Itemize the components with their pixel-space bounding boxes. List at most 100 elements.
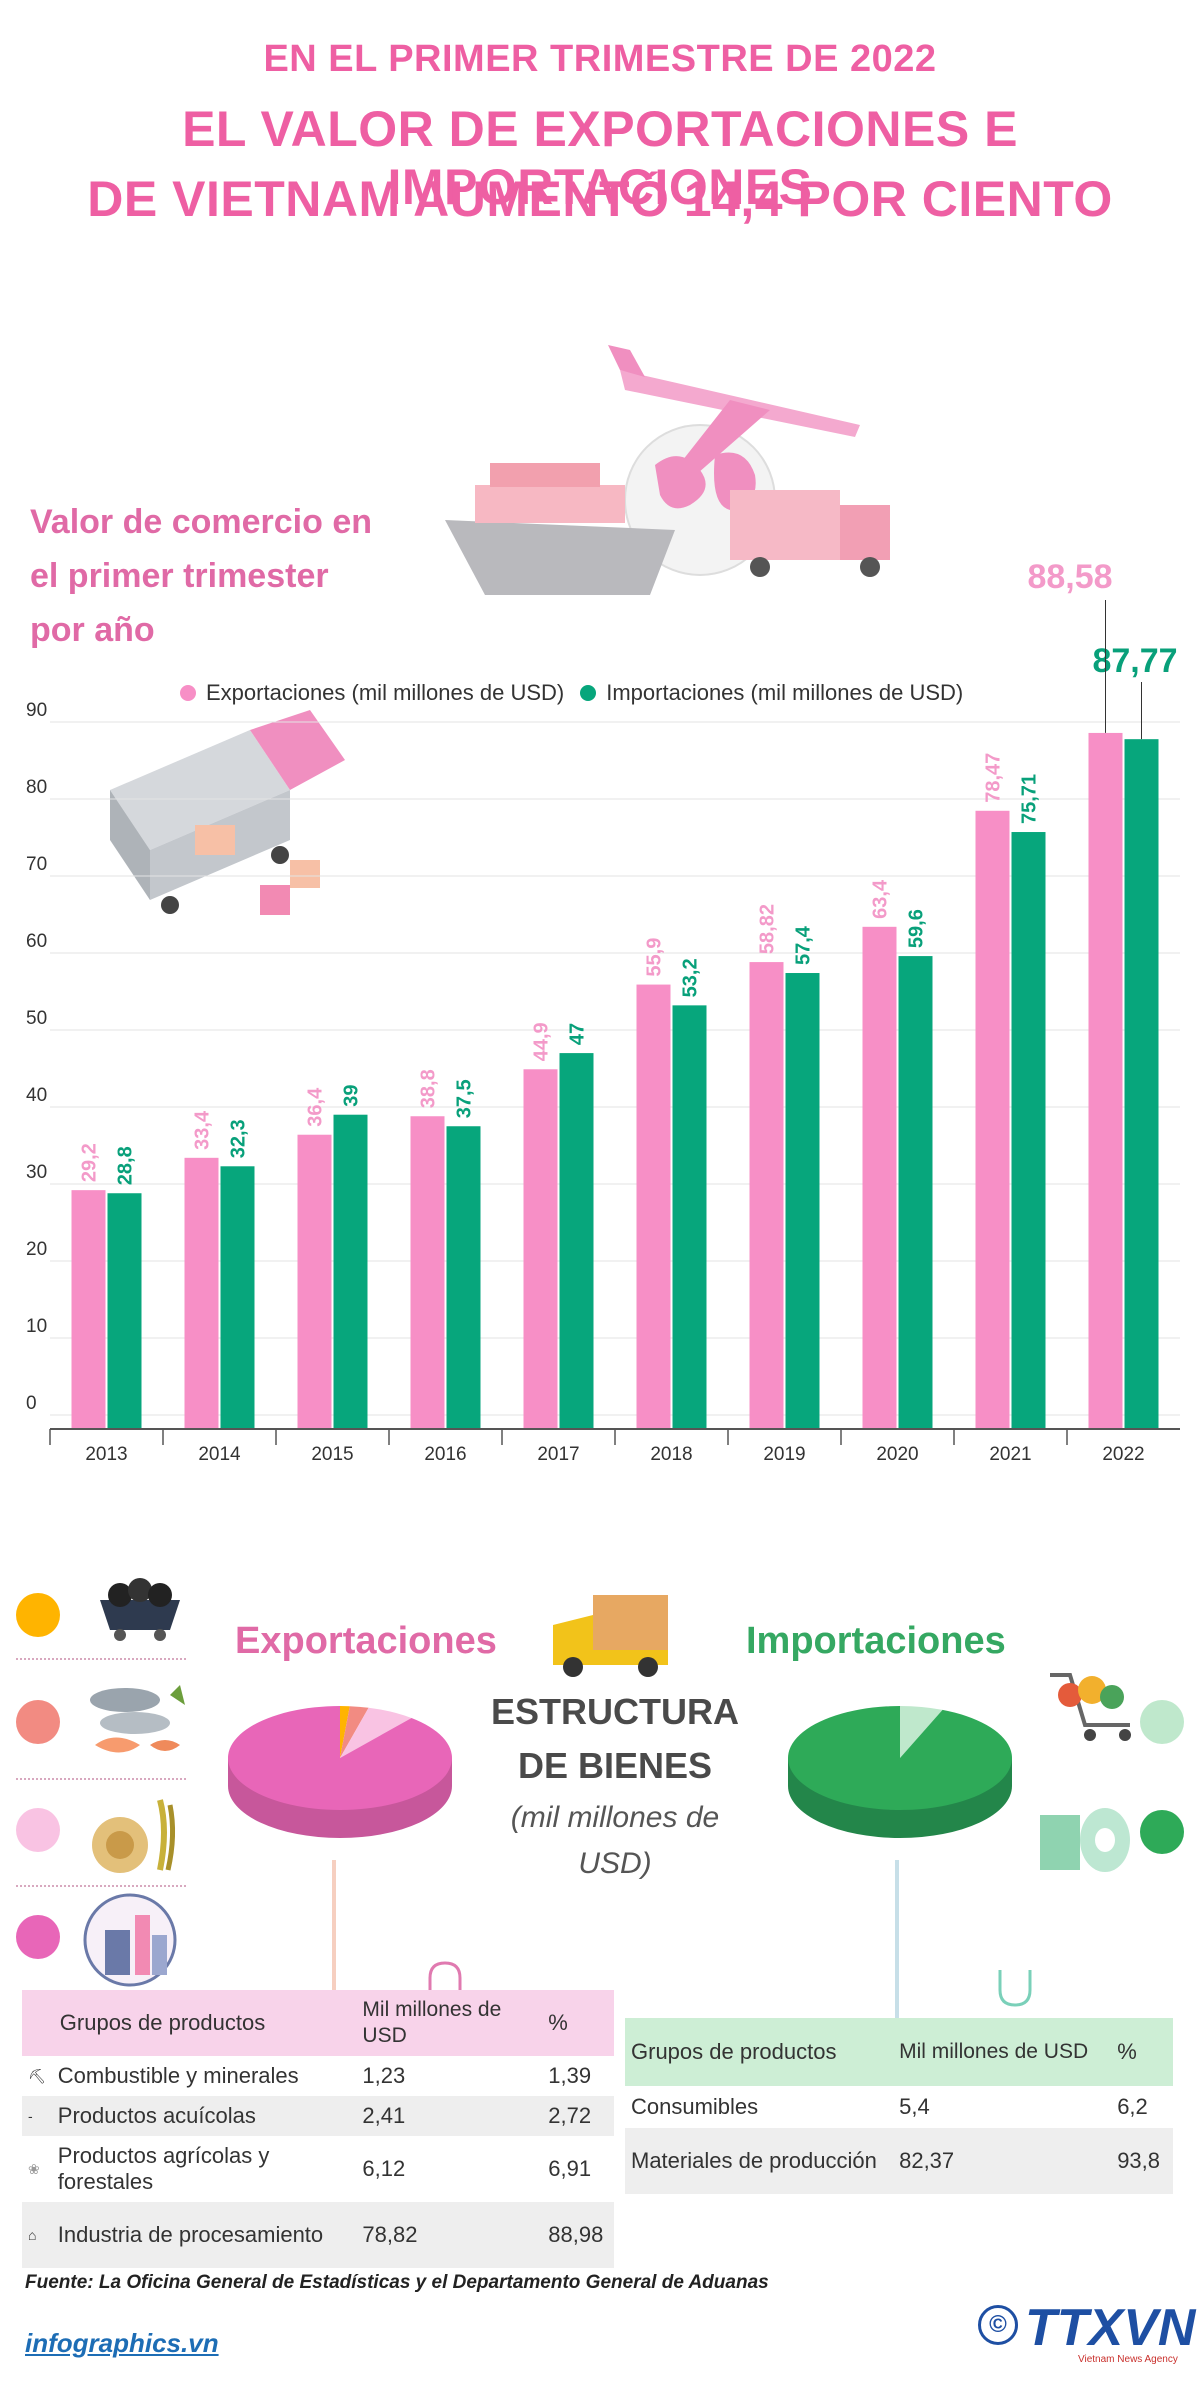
chart-subtitle-line-2: el primer trimester [30, 557, 329, 595]
header-group: Grupos de productos [59, 2010, 266, 2035]
import-data-label: 53,2 [680, 958, 702, 997]
table-row: ⌂ Industria de procesamiento 78,82 88,98 [22, 2202, 614, 2268]
export-data-label: 88,58 [1027, 558, 1112, 596]
shopping-cart-icon [1050, 1673, 1131, 1741]
legend-export-label: Exportaciones (mil millones de USD) [206, 680, 565, 705]
transport-illustration [445, 345, 890, 595]
export-data-label: 33,4 [192, 1110, 214, 1150]
row-group: Productos acuícolas [57, 2103, 256, 2128]
y-tick-label: 20 [26, 1239, 47, 1260]
import-bar [107, 1193, 142, 1429]
header-value: Mil millones de USD [362, 1998, 502, 2047]
import-data-label: 87,77 [1092, 642, 1177, 680]
import-bar [559, 1053, 594, 1429]
pie-slice [788, 1706, 1012, 1810]
import-bar [446, 1126, 481, 1429]
brand-logo: TTXVN [1025, 2299, 1196, 2357]
y-tick-label: 50 [26, 1008, 47, 1029]
table-row: Consumibles 5,4 6,2 [625, 2086, 1173, 2128]
y-tick-label: 0 [26, 1393, 37, 1414]
export-data-label: 38,8 [418, 1069, 440, 1108]
delivery-truck-icon [110, 710, 345, 915]
export-bar [523, 1069, 558, 1429]
legend-export-swatch [180, 685, 196, 701]
pointer-hand-icon [998, 1970, 1032, 2007]
agri-category-dot [16, 1808, 60, 1852]
table-row: ⛏ Combustible y minerales 1,23 1,39 [22, 2056, 614, 2096]
import-connector [895, 1860, 899, 2020]
divider [16, 1658, 186, 1660]
export-data-label: 36,4 [305, 1087, 327, 1127]
structure-unit: (mil millones de USD) [490, 1795, 740, 1887]
import-data-label: 47 [567, 1023, 589, 1045]
row-group: Consumibles [631, 2094, 759, 2119]
materials-roll-icon [1040, 1808, 1130, 1872]
x-tick-label: 2016 [424, 1444, 466, 1465]
chart-subtitle: Valor de comercio en el primer trimester… [30, 495, 430, 657]
import-data-label: 28,8 [115, 1146, 137, 1185]
row-value: 78,82 [362, 2222, 418, 2247]
row-value: 82,37 [899, 2148, 955, 2173]
row-group: Combustible y minerales [57, 2063, 299, 2088]
site-link[interactable]: infographics.vn [25, 2328, 219, 2358]
export-bar [975, 810, 1010, 1429]
import-bar [672, 1005, 707, 1429]
trade-bar-chart: 29,2 28,8 33,4 32,3 36,4 39 38,8 37,5 44,9 47 55,9… [26, 558, 1180, 1465]
exports-title: Exportaciones [235, 1620, 497, 1662]
exports-pie-chart [228, 1706, 453, 1838]
fuel-row-icon: ⛏ [28, 2067, 46, 2084]
chart-legend: Exportaciones (mil millones de USD) Impo… [180, 680, 963, 706]
table-row: - Productos acuícolas 2,41 2,72 [22, 2096, 614, 2136]
row-value: 6,12 [362, 2156, 406, 2181]
import-bar [333, 1114, 368, 1429]
import-data-label: 57,4 [793, 925, 815, 965]
pointer-hand-icon [428, 1961, 462, 2003]
import-bar [898, 956, 933, 1429]
agri-row-icon: ❀ [28, 2160, 40, 2177]
structure-unit-line-1: (mil millones de [510, 1801, 720, 1834]
header-line-1: EN EL PRIMER TRIMESTRE DE 2022 [263, 38, 937, 80]
aquatic-category-dot [16, 1700, 60, 1744]
pie-slice [340, 1706, 350, 1758]
row-value: 1,23 [362, 2063, 406, 2088]
legend-import-label: Importaciones (mil millones de USD) [606, 680, 964, 705]
source-note: Fuente: La Oficina General de Estadístic… [25, 2272, 769, 2293]
header-pct: % [1117, 2039, 1137, 2064]
import-data-label: 37,5 [454, 1079, 476, 1118]
header-value: Mil millones de USD [899, 2040, 1089, 2063]
industry-row-icon: ⌂ [28, 2227, 37, 2243]
export-data-label: 78,47 [983, 753, 1005, 803]
row-pct: 1,39 [548, 2063, 592, 2088]
x-tick-label: 2020 [876, 1444, 918, 1465]
row-value: 5,4 [899, 2094, 930, 2119]
export-bar [71, 1190, 106, 1429]
pie-slice [340, 1707, 412, 1758]
imports-table: Grupos de productos Mil millones de USD … [625, 2018, 1173, 2194]
legend-import-swatch [580, 685, 597, 701]
x-tick-label: 2019 [763, 1444, 805, 1465]
row-pct: 93,8 [1117, 2148, 1161, 2173]
export-data-label: 44,9 [531, 1022, 553, 1061]
x-tick-label: 2013 [85, 1444, 127, 1465]
chart-subtitle-line-3: por año [30, 611, 155, 649]
x-tick-label: 2015 [311, 1444, 353, 1465]
export-bar [184, 1157, 219, 1429]
fish-icon [90, 1685, 185, 1753]
structure-unit-line-2: USD) [578, 1847, 652, 1880]
y-tick-label: 60 [26, 931, 47, 952]
export-connector [332, 1860, 336, 1990]
import-data-label: 39 [341, 1084, 363, 1106]
fuel-category-dot [16, 1593, 60, 1637]
header-line-3: DE VIETNAM AUMENTÓ 14,4 POR CIENTO [87, 171, 1113, 227]
imports-pie-chart [788, 1706, 1012, 1838]
export-data-label: 29,2 [79, 1143, 101, 1182]
copyright-icon: © [978, 2305, 1018, 2345]
x-tick-label: 2018 [650, 1444, 692, 1465]
consumables-category-dot [1140, 1700, 1184, 1744]
truck-icon [730, 490, 890, 577]
header-group: Grupos de productos [631, 2039, 837, 2064]
export-bar [749, 962, 784, 1429]
industry-category-dot [16, 1915, 60, 1959]
y-tick-label: 80 [26, 777, 47, 798]
header-line-2: EL VALOR DE EXPORTACIONES E IMPORTACIONE… [182, 101, 1018, 215]
